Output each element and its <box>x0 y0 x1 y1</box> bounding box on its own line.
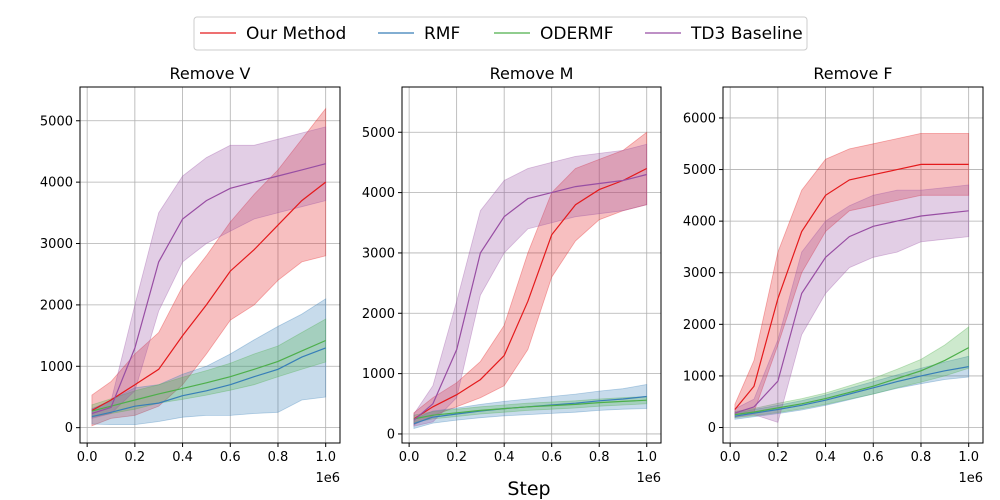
y-tick-label: 5000 <box>40 114 73 129</box>
legend-label-odermf: ODERMF <box>540 24 613 44</box>
band-odermf <box>91 318 327 418</box>
legend-item-td3-baseline: TD3 Baseline <box>645 24 803 44</box>
band-td3-baseline <box>91 126 327 419</box>
panel-remove-v: 0.0 0.2 0.4 0.6 0.8 1.0 0 1000 2000 3000 4000 5000 1… <box>40 64 341 486</box>
y-tick-label: 4000 <box>362 186 395 201</box>
x-tick-label: 0.6 <box>220 450 241 465</box>
x-tick-label: 0.6 <box>863 450 884 465</box>
band-rmf <box>91 298 327 425</box>
band-our-method <box>91 107 327 427</box>
y-tick-label: 0 <box>65 421 73 436</box>
x-tick-label: 1.0 <box>958 450 979 465</box>
band-td3-baseline <box>413 143 648 427</box>
panels: 0.0 0.2 0.4 0.6 0.8 1.0 0 1000 2000 3000 4000 5000 1… <box>40 64 984 486</box>
plot-frame <box>722 86 984 444</box>
x-tick-label: 0.2 <box>768 450 789 465</box>
x-tick-label: 0.2 <box>446 450 467 465</box>
band-td3-baseline <box>734 184 970 423</box>
x-tick-label: 0.0 <box>77 450 98 465</box>
legend-label-td3-baseline: TD3 Baseline <box>690 24 803 44</box>
x-tick-label: 0.0 <box>720 450 741 465</box>
y-tick-label: 6000 <box>683 111 716 126</box>
series-group <box>413 131 648 430</box>
legend-item-our-method: Our Method <box>200 24 346 44</box>
band-our-method <box>734 133 970 416</box>
y-tick-label: 1000 <box>40 360 73 375</box>
x-offset-label: 1e6 <box>958 471 983 486</box>
y-tick-label: 5000 <box>683 163 716 178</box>
y-tick-label: 2000 <box>362 307 395 322</box>
y-tick-label: 0 <box>708 421 716 436</box>
panel-title: Remove V <box>170 64 251 83</box>
legend-label-our-method: Our Method <box>246 24 346 44</box>
y-tick-label: 1000 <box>683 369 716 384</box>
x-tick-label: 0.4 <box>172 450 193 465</box>
series-group <box>734 133 970 423</box>
x-tick-label: 0.8 <box>911 450 932 465</box>
band-rmf <box>734 355 970 420</box>
x-tick-label: 0.8 <box>589 450 610 465</box>
y-tick-label: 2000 <box>40 298 73 313</box>
y-tick-label: 3000 <box>40 237 73 252</box>
band-odermf <box>734 326 970 419</box>
x-offset-label: 1e6 <box>315 471 340 486</box>
x-tick-label: 0.2 <box>125 450 146 465</box>
legend-item-rmf: RMF <box>378 24 460 44</box>
panel-title: Remove F <box>813 64 892 83</box>
x-tick-label: 0.4 <box>494 450 515 465</box>
x-tick-label: 0.6 <box>541 450 562 465</box>
panel-title: Remove M <box>490 64 574 83</box>
y-tick-label: 3000 <box>362 246 395 261</box>
y-tick-label: 1000 <box>362 367 395 382</box>
y-tick-label: 4000 <box>40 176 73 191</box>
panel-remove-f: 0.0 0.2 0.4 0.6 0.8 1.0 0 1000 2000 3000 4000 5000 6… <box>683 64 984 486</box>
panel-remove-m: 0.0 0.2 0.4 0.6 0.8 1.0 0 1000 2000 3000 4000 5000 1… <box>362 64 662 486</box>
series-group <box>91 107 327 427</box>
plot-frame <box>79 86 341 444</box>
y-tick-label: 4000 <box>683 215 716 230</box>
y-tick-label: 5000 <box>362 126 395 141</box>
x-offset-label: 1e6 <box>636 471 661 486</box>
y-tick-label: 3000 <box>683 266 716 281</box>
y-tick-label: 0 <box>387 427 395 442</box>
band-our-method <box>413 131 648 426</box>
legend-label-rmf: RMF <box>424 24 460 44</box>
plot-frame <box>401 86 662 444</box>
x-tick-label: 0.4 <box>815 450 836 465</box>
x-tick-label: 1.0 <box>315 450 336 465</box>
x-tick-label: 0.8 <box>268 450 289 465</box>
y-tick-label: 2000 <box>683 318 716 333</box>
x-axis-label: Step <box>507 478 550 500</box>
x-tick-label: 1.0 <box>636 450 657 465</box>
legend-item-odermf: ODERMF <box>494 24 613 44</box>
legend: Our Method RMF ODERMF TD3 Baseline <box>193 16 808 51</box>
x-tick-label: 0.0 <box>399 450 420 465</box>
